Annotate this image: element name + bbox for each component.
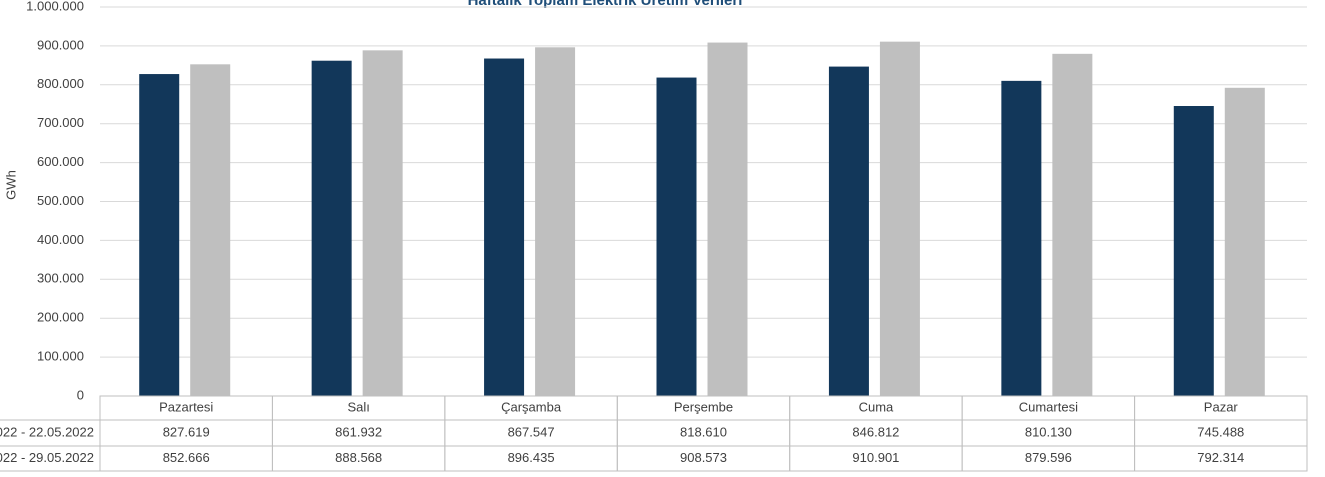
data-label: 818.610 — [680, 424, 727, 439]
bar — [535, 47, 576, 397]
y-tick-label: 600.000 — [37, 154, 84, 169]
data-label: 852.666 — [163, 450, 210, 465]
y-tick-label: 300.000 — [37, 271, 84, 286]
y-tick-label: 200.000 — [37, 310, 84, 325]
x-tick-label: Perşembe — [674, 399, 733, 414]
y-tick-label: 400.000 — [37, 232, 84, 247]
y-tick-label: 800.000 — [37, 76, 84, 91]
x-tick-label: Çarşamba — [501, 399, 562, 414]
y-tick-label: 700.000 — [37, 115, 84, 130]
bar — [139, 74, 180, 396]
x-tick-label: Salı — [347, 399, 369, 414]
y-tick-label: 100.000 — [37, 349, 84, 364]
data-label: 879.596 — [1025, 450, 1072, 465]
bar — [879, 41, 920, 396]
x-tick-label: Pazar — [1204, 399, 1239, 414]
bar — [362, 50, 403, 397]
data-label: 908.573 — [680, 450, 727, 465]
data-label: 792.314 — [1197, 450, 1244, 465]
data-label: 810.130 — [1025, 424, 1072, 439]
x-tick-label: Cuma — [859, 399, 894, 414]
bar — [311, 60, 352, 397]
bar — [828, 66, 869, 396]
data-label: 910.901 — [852, 450, 899, 465]
data-label: 846.812 — [852, 424, 899, 439]
y-axis-label: GWh — [3, 170, 18, 200]
bar — [707, 42, 748, 397]
data-label: 867.547 — [508, 424, 555, 439]
data-label: 827.619 — [163, 424, 210, 439]
chart-title: Haftalık Toplam Elektrik Üretim Verileri — [468, 0, 743, 9]
legend-label: 23.05.2022 - 29.05.2022 — [0, 450, 94, 465]
bar — [1224, 87, 1265, 396]
x-tick-label: Pazartesi — [159, 399, 213, 414]
bar — [1052, 53, 1093, 396]
y-tick-label: 0 — [77, 387, 84, 402]
table-cell — [1134, 445, 1308, 472]
data-label: 888.568 — [335, 450, 382, 465]
data-label: 745.488 — [1197, 424, 1244, 439]
data-label: 861.932 — [335, 424, 382, 439]
y-tick-label: 500.000 — [37, 193, 84, 208]
bar — [656, 77, 697, 397]
legend-label: 16.05.2022 - 22.05.2022 — [0, 424, 94, 439]
bar — [484, 58, 525, 396]
data-label: 896.435 — [508, 450, 555, 465]
bar — [190, 64, 231, 396]
bar — [1173, 106, 1214, 397]
bar — [1001, 80, 1042, 396]
y-tick-label: 900.000 — [37, 37, 84, 52]
x-tick-label: Cumartesi — [1019, 399, 1078, 414]
y-tick-label: 1.000.000 — [26, 0, 84, 13]
